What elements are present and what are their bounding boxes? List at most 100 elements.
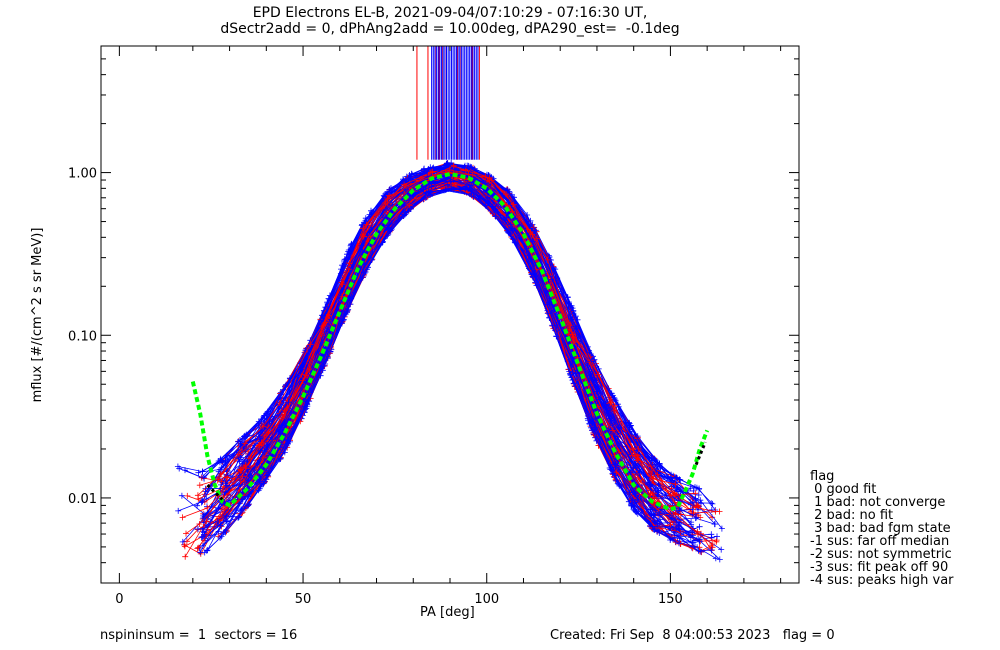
data-point xyxy=(203,547,210,554)
data-point xyxy=(237,466,244,473)
data-point xyxy=(194,492,201,499)
data-point xyxy=(199,533,206,540)
data-point xyxy=(508,226,515,233)
chart-title-line2: dSectr2add = 0, dPhAng2add = 10.00deg, d… xyxy=(220,21,680,37)
data-point xyxy=(223,482,230,489)
data-point xyxy=(549,322,556,329)
data-point xyxy=(424,173,431,180)
chart-title-line1: EPD Electrons EL-B, 2021-09-04/07:10:29 … xyxy=(252,5,648,21)
data-point xyxy=(401,202,408,209)
data-point xyxy=(696,544,703,551)
data-point xyxy=(626,419,632,426)
data-point xyxy=(694,531,701,537)
pa-curve xyxy=(247,171,651,485)
data-point xyxy=(217,457,224,463)
data-point xyxy=(444,181,451,188)
x-tick-label: 0 xyxy=(115,592,123,607)
data-point xyxy=(199,526,206,533)
data-point xyxy=(648,455,655,462)
data-point xyxy=(544,256,551,263)
data-point xyxy=(239,473,246,480)
data-point xyxy=(204,505,211,511)
data-point xyxy=(672,481,679,488)
data-point xyxy=(222,528,229,535)
data-point xyxy=(285,399,292,406)
data-point xyxy=(279,414,286,421)
data-point xyxy=(616,424,622,431)
legend-item: -2 sus: not symmetric xyxy=(810,547,952,562)
data-point xyxy=(647,481,654,488)
data-point xyxy=(257,436,264,442)
data-point xyxy=(657,464,664,471)
data-point xyxy=(425,166,432,172)
data-point xyxy=(712,521,718,528)
data-point xyxy=(239,460,246,467)
data-point xyxy=(712,508,719,515)
data-point xyxy=(633,457,640,464)
data-point xyxy=(505,199,512,206)
data-point xyxy=(688,521,695,528)
data-point xyxy=(178,492,185,499)
data-point xyxy=(358,242,365,249)
pa-curve xyxy=(219,178,715,525)
data-point xyxy=(200,474,207,481)
data-point xyxy=(697,548,704,555)
data-point xyxy=(196,482,203,489)
data-point xyxy=(632,460,639,467)
data-point xyxy=(695,547,702,554)
data-point xyxy=(181,541,188,548)
data-point xyxy=(224,467,231,474)
data-point xyxy=(718,525,725,532)
data-point xyxy=(718,546,725,553)
data-point xyxy=(258,439,265,446)
data-point xyxy=(667,492,674,499)
data-point xyxy=(677,477,684,483)
data-point xyxy=(423,190,430,196)
data-point xyxy=(482,173,489,179)
data-point xyxy=(482,180,489,187)
data-point xyxy=(529,238,536,245)
pa-curve xyxy=(220,182,674,523)
data-point xyxy=(199,468,206,475)
data-point xyxy=(384,200,391,206)
data-point xyxy=(708,531,715,538)
legend-item: 1 bad: not converge xyxy=(810,495,946,510)
data-point xyxy=(528,271,535,278)
data-point xyxy=(264,472,271,479)
data-point xyxy=(647,523,653,530)
pa-curve xyxy=(223,173,653,502)
data-point xyxy=(511,194,517,201)
data-point xyxy=(669,515,676,521)
data-point xyxy=(654,471,661,478)
data-point xyxy=(654,521,661,528)
data-point xyxy=(360,231,366,238)
data-point xyxy=(407,205,414,212)
data-point xyxy=(183,530,189,537)
data-point xyxy=(634,496,641,503)
data-point xyxy=(589,416,595,423)
data-point xyxy=(198,499,205,506)
data-point xyxy=(241,505,248,512)
data-point xyxy=(628,502,635,509)
data-point xyxy=(278,424,285,431)
pa-curve xyxy=(203,183,693,548)
data-point xyxy=(348,241,355,248)
data-point xyxy=(466,185,473,192)
legend-title: flag xyxy=(810,469,835,484)
data-point xyxy=(305,398,312,405)
data-point xyxy=(299,377,306,384)
x-axis-label: PA [deg] xyxy=(420,605,475,620)
data-point xyxy=(509,208,516,215)
footer-right: Created: Fri Sep 8 04:00:53 2023 flag = … xyxy=(550,628,835,643)
data-point xyxy=(203,518,210,525)
data-point xyxy=(627,464,634,471)
data-point xyxy=(368,257,375,263)
data-point xyxy=(649,475,656,482)
data-point xyxy=(386,192,392,199)
data-point xyxy=(653,469,660,475)
data-point xyxy=(629,452,636,459)
data-point xyxy=(648,511,655,518)
data-point xyxy=(532,227,539,234)
x-tick-label: 100 xyxy=(474,592,499,607)
data-point xyxy=(223,512,230,519)
